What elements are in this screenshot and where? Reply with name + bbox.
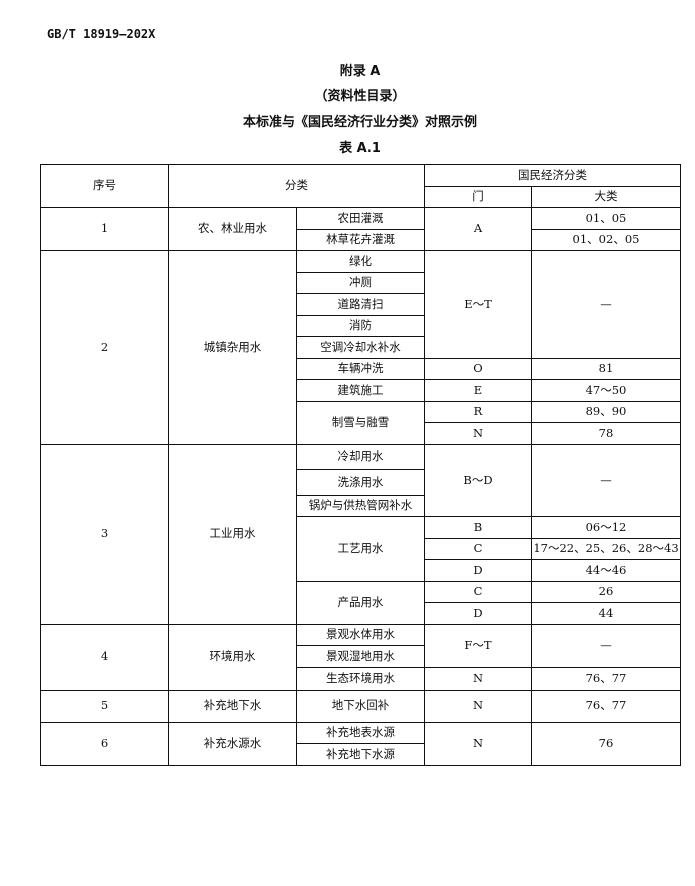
cell-no: 1 xyxy=(40,207,169,251)
table-row: 补充地下水源 xyxy=(41,743,681,766)
cell-dalei: 76、77 xyxy=(531,666,681,691)
cell-no: 3 xyxy=(40,443,169,625)
cell-item: 洗涤用水 xyxy=(296,469,425,496)
table-row: 2 城镇杂用水 绿化 E～T — xyxy=(40,250,681,445)
cell-item: 生态环境用水 xyxy=(296,666,425,691)
table-row: 工艺用水 B 06～12 xyxy=(41,516,681,582)
cell-men: R xyxy=(424,400,532,423)
cell-men: N xyxy=(424,666,532,691)
header-men: 门 xyxy=(424,185,532,208)
cell-group: 补充水源水 xyxy=(168,721,297,766)
cell-no: 6 xyxy=(40,721,169,766)
cell-dalei: 81 xyxy=(531,357,681,380)
table-row: 4 环境用水 景观水体用水 F～T — xyxy=(40,623,681,691)
cell-dalei: — xyxy=(531,623,681,668)
cell-dalei: 01、02、05 xyxy=(531,228,681,251)
cell-item: 冲厕 xyxy=(296,271,425,294)
cell-item: 绿化 xyxy=(296,250,425,273)
cell-item: 空调冷却水补水 xyxy=(296,336,425,359)
cell-dalei: 89、90 xyxy=(531,400,681,423)
cell-item: 补充地下水源 xyxy=(296,743,425,766)
cell-item: 车辆冲洗 xyxy=(296,357,425,380)
cell-dalei: 44 xyxy=(531,602,681,625)
cell-dalei: 76、77 xyxy=(531,689,681,723)
cell-dalei: 01、05 xyxy=(531,207,681,230)
cell-item: 冷却用水 xyxy=(296,443,425,470)
cell-item: 工艺用水 xyxy=(296,516,425,582)
table-row: 洗涤用水 xyxy=(41,469,681,496)
table-row: 1 农、林业用水 农田灌溉 A 01、05 xyxy=(40,207,681,251)
cell-dalei: 26 xyxy=(531,580,681,603)
table-row: 车辆冲洗 O 81 xyxy=(41,357,681,380)
header-dalei: 大类 xyxy=(531,185,681,208)
table-header-row: 门 大类 xyxy=(41,185,681,208)
cell-men: A xyxy=(424,207,532,251)
cell-item: 景观水体用水 xyxy=(296,623,425,646)
header-no: 序号 xyxy=(40,164,169,208)
header-nec: 国民经济分类 xyxy=(424,164,681,187)
cell-dalei: 17～22、25、26、28～43 xyxy=(531,537,681,560)
appendix-nature: （资料性目录） xyxy=(314,89,406,104)
table-row: 3 工业用水 冷却用水 B～D — xyxy=(40,443,681,625)
cell-dalei: 76 xyxy=(531,721,681,766)
table-row: N 78 xyxy=(41,422,681,445)
table-row: 产品用水 C 26 xyxy=(41,580,681,625)
cell-item: 地下水回补 xyxy=(296,689,425,723)
cell-item: 消防 xyxy=(296,314,425,337)
cell-dalei: 78 xyxy=(531,422,681,445)
cell-men: E xyxy=(424,379,532,402)
cell-men: D xyxy=(424,602,532,625)
cell-men: F～T xyxy=(424,623,532,668)
cell-group: 环境用水 xyxy=(168,623,297,691)
cell-no: 4 xyxy=(40,623,169,691)
cell-no: 5 xyxy=(40,689,169,723)
cell-no: 2 xyxy=(40,250,169,445)
cell-men: N xyxy=(424,689,532,723)
cell-dalei: 47～50 xyxy=(531,379,681,402)
cell-group: 工业用水 xyxy=(168,443,297,625)
cell-men: D xyxy=(424,559,532,582)
cell-men: C xyxy=(424,537,532,560)
cell-men: B xyxy=(424,516,532,539)
table-row: 6 补充水源水 补充地表水源 N 76 xyxy=(40,721,681,766)
cell-dalei: 44～46 xyxy=(531,559,681,582)
page-title: 本标准与《国民经济行业分类》对照示例 xyxy=(242,115,477,130)
cell-dalei: 06～12 xyxy=(531,516,681,539)
cell-item: 农田灌溉 xyxy=(296,207,425,230)
cell-item: 制雪与融雪 xyxy=(296,400,425,445)
cell-men: C xyxy=(424,580,532,603)
cell-item: 补充地表水源 xyxy=(296,721,425,744)
cell-men: O xyxy=(424,357,532,380)
cell-item: 林草花卉灌溉 xyxy=(296,228,425,251)
cell-dalei: — xyxy=(531,250,681,359)
cell-group: 补充地下水 xyxy=(168,689,297,723)
cell-men: N xyxy=(424,721,532,766)
table-row: 5 补充地下水 地下水回补 N 76、77 xyxy=(40,689,681,723)
table-header-row: 序号 分类 国民经济分类 xyxy=(40,164,681,208)
cell-men: N xyxy=(424,422,532,445)
cell-men: E～T xyxy=(424,250,532,359)
table-row: 制雪与融雪 R 89、90 xyxy=(41,400,681,445)
table-caption: 表 A.1 xyxy=(339,141,381,156)
cell-item: 道路清扫 xyxy=(296,293,425,316)
cell-group: 城镇杂用水 xyxy=(168,250,297,445)
cell-group: 农、林业用水 xyxy=(168,207,297,251)
header-category: 分类 xyxy=(168,164,425,208)
cell-item: 建筑施工 xyxy=(296,379,425,402)
cell-item: 景观湿地用水 xyxy=(296,645,425,668)
appendix-title: 附录 A xyxy=(339,64,381,79)
cell-item: 产品用水 xyxy=(296,580,425,625)
mapping-table: 序号 分类 国民经济分类 门 大类 1 农、林业用水 农田灌溉 A 01、05 … xyxy=(40,164,681,766)
standard-number: GB/T 18919—202X xyxy=(47,27,156,41)
table-row: 林草花卉灌溉 01、02、05 xyxy=(41,228,681,251)
cell-men: B～D xyxy=(424,443,532,517)
cell-dalei: — xyxy=(531,443,681,517)
cell-item: 锅炉与供热管网补水 xyxy=(296,494,425,517)
